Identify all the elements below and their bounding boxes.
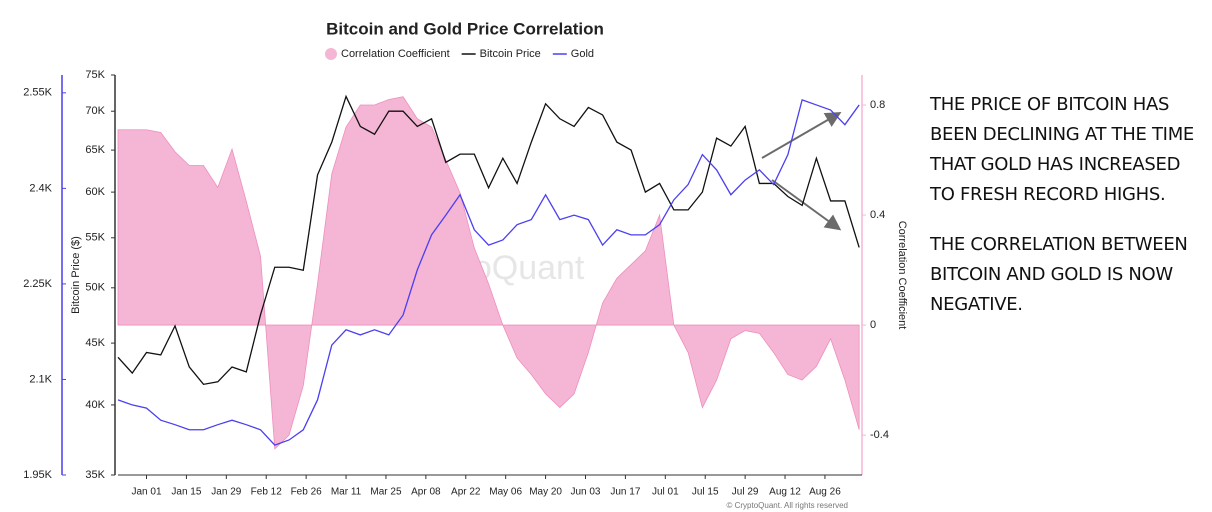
correlation-area — [117, 96, 860, 450]
tick-label: 2.25K — [23, 278, 52, 290]
annotation-text: THE PRICE OF BITCOIN HAS BEEN DECLINING … — [930, 94, 1194, 205]
x-tick-label: Mar 11 — [331, 487, 362, 498]
x-tick-label: May 20 — [529, 487, 562, 498]
tick-label: 0.4 — [870, 209, 885, 221]
tick-label: 45K — [85, 337, 105, 349]
chart: Bitcoin and Gold Price Correlation Crypt… — [23, 19, 908, 510]
y-axis-label: Bitcoin Price ($) — [70, 236, 82, 314]
tick-label: 0.8 — [870, 99, 885, 111]
tick-label: 65K — [85, 144, 105, 156]
tick-label: 60K — [85, 186, 105, 198]
x-tick-label: Apr 08 — [411, 487, 441, 498]
x-tick-label: Jul 01 — [652, 487, 679, 498]
x-tick-label: Feb 12 — [251, 487, 283, 498]
tick-label: 35K — [85, 469, 105, 481]
y2-axis-label: Correlation Coefficient — [896, 221, 908, 330]
chart-title: Bitcoin and Gold Price Correlation — [326, 19, 604, 38]
x-tick-label: Mar 25 — [370, 487, 402, 498]
annotation-text: THE CORRELATION BETWEEN BITCOIN AND GOLD… — [930, 234, 1188, 315]
x-tick-label: Feb 26 — [291, 487, 323, 498]
x-tick-label: Jan 29 — [211, 487, 241, 498]
tick-label: 2.55K — [23, 87, 52, 99]
tick-label: 1.95K — [23, 469, 52, 481]
tick-label: 0 — [870, 319, 876, 331]
tick-label: 55K — [85, 232, 105, 244]
tick-label: 75K — [85, 69, 105, 81]
series-line — [117, 94, 860, 386]
x-tick-label: Apr 22 — [451, 487, 481, 498]
legend-swatch — [325, 48, 337, 60]
legend-label: Correlation Coefficient — [341, 48, 450, 60]
x-tick-label: Jan 01 — [131, 487, 161, 498]
legend-label: Bitcoin Price — [480, 48, 541, 60]
x-tick-label: Jul 29 — [732, 487, 759, 498]
x-tick-label: Jun 03 — [570, 487, 600, 498]
x-tick-label: Aug 26 — [809, 487, 841, 498]
x-tick-label: Jul 15 — [692, 487, 719, 498]
tick-label: 2.1K — [29, 373, 52, 385]
arrow — [761, 111, 842, 159]
x-tick-label: Jun 17 — [610, 487, 640, 498]
tick-label: 40K — [85, 399, 105, 411]
legend-label: Gold — [571, 48, 594, 60]
x-tick-label: Aug 12 — [769, 487, 801, 498]
x-tick-label: May 06 — [489, 487, 522, 498]
tick-label: 2.4K — [29, 182, 52, 194]
annotation: THE PRICE OF BITCOIN HAS BEEN DECLINING … — [930, 90, 1205, 340]
arrow — [771, 179, 842, 231]
series-line — [117, 98, 860, 446]
tick-label: 50K — [85, 282, 105, 294]
x-tick-label: Jan 15 — [171, 487, 201, 498]
tick-label: 70K — [85, 105, 105, 117]
tick-label: -0.4 — [870, 429, 889, 441]
footer: © CryptoQuant. All rights reserved — [727, 501, 849, 510]
